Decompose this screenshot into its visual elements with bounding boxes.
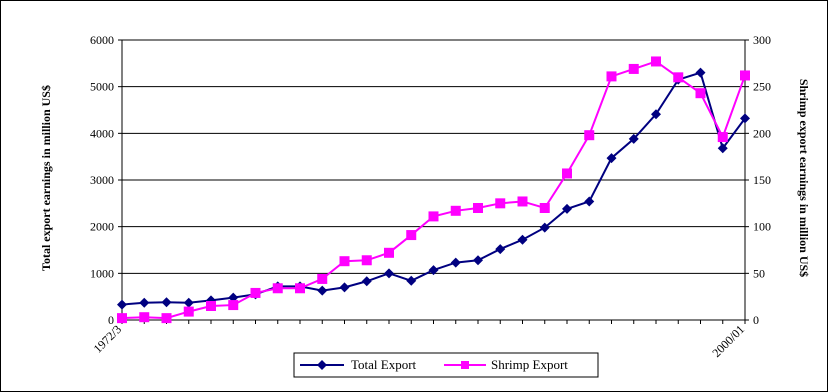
total-export-point: [539, 222, 550, 233]
series-shrimp-export: [117, 56, 750, 324]
total-export-point: [695, 67, 706, 78]
shrimp-export-point: [317, 273, 328, 284]
left-tick-label: 4000: [90, 126, 114, 140]
shrimp-export-point: [695, 88, 706, 99]
shrimp-export-point: [517, 196, 528, 207]
left-y-axis-ticks: 0 1000 2000 3000 4000 5000 6000: [90, 33, 122, 327]
shrimp-export-point: [228, 300, 239, 311]
right-tick-label: 50: [753, 266, 765, 280]
shrimp-export-point: [473, 203, 483, 213]
shrimp-export-point: [339, 256, 350, 267]
shrimp-export-line: [121, 60, 746, 320]
left-tick-label: 6000: [90, 33, 114, 47]
left-tick-label: 5000: [90, 80, 114, 94]
shrimp-export-point: [562, 168, 572, 179]
shrimp-export-point: [539, 203, 550, 213]
shrimp-export-point: [740, 70, 750, 81]
shrimp-export-point: [272, 283, 283, 294]
shrimp-export-point: [117, 313, 127, 324]
right-tick-label: 100: [753, 220, 771, 234]
total-export-point: [740, 113, 750, 124]
shrimp-export-point: [406, 230, 417, 241]
left-tick-label: 3000: [90, 173, 114, 187]
right-tick-label: 250: [753, 80, 771, 94]
total-export-point: [651, 109, 661, 120]
total-export-point: [428, 265, 439, 276]
total-export-point: [606, 153, 617, 164]
x-tick-label: 2000/01: [709, 322, 747, 360]
legend-total-label: Total Export: [351, 357, 417, 372]
right-tick-label: 0: [753, 313, 759, 327]
shrimp-export-point: [384, 247, 394, 258]
shrimp-export-point: [495, 198, 506, 209]
total-export-point: [117, 299, 127, 310]
total-export-point: [317, 285, 328, 296]
left-tick-label: 2000: [90, 220, 114, 234]
shrimp-export-point: [206, 301, 216, 311]
shrimp-export-point: [139, 312, 150, 323]
total-export-point: [384, 268, 394, 279]
shrimp-export-point: [183, 306, 194, 317]
total-export-point: [361, 276, 372, 287]
total-export-point: [717, 143, 728, 154]
shrimp-export-point: [651, 56, 661, 67]
shrimp-export-point: [161, 313, 172, 324]
legend-shrimp-label: Shrimp Export: [491, 357, 568, 372]
total-export-point: [183, 297, 194, 308]
right-tick-label: 200: [753, 126, 771, 140]
right-axis-title: Shrimp export earnings in million US$: [797, 79, 811, 277]
total-export-point: [584, 196, 595, 207]
right-tick-label: 150: [753, 173, 771, 187]
right-tick-label: 300: [753, 33, 771, 47]
total-export-point: [339, 282, 350, 293]
total-export-point: [161, 297, 172, 308]
total-export-point: [406, 275, 417, 286]
total-export-point: [562, 203, 572, 214]
shrimp-export-point: [250, 287, 261, 298]
right-y-axis-ticks: 0 50 100 150 200 250 300: [745, 33, 771, 327]
total-export-point: [450, 257, 461, 268]
left-axis-title: Total export earnings in million US$: [39, 85, 53, 271]
shrimp-export-point: [428, 211, 439, 222]
gridlines: [122, 39, 745, 274]
legend: Total Export Shrimp Export: [293, 352, 599, 378]
shrimp-export-point: [628, 63, 639, 74]
total-export-point: [139, 297, 150, 308]
shrimp-export-point: [361, 255, 372, 266]
total-export-point: [517, 234, 528, 245]
legend-shrimp-marker: [461, 361, 469, 369]
shrimp-export-point: [584, 130, 595, 141]
left-tick-label: 0: [108, 313, 114, 327]
shrimp-export-point: [673, 72, 684, 83]
shrimp-export-point: [606, 71, 617, 82]
total-export-point: [473, 255, 483, 266]
x-tick-label: 1972/3: [91, 322, 124, 355]
total-export-point: [495, 244, 506, 255]
left-tick-label: 1000: [90, 266, 114, 280]
legend-total-marker: [317, 360, 327, 370]
shrimp-export-point: [450, 205, 461, 216]
shrimp-export-point: [717, 132, 728, 143]
shrimp-export-point: [295, 283, 305, 294]
total-export-point: [628, 133, 639, 144]
